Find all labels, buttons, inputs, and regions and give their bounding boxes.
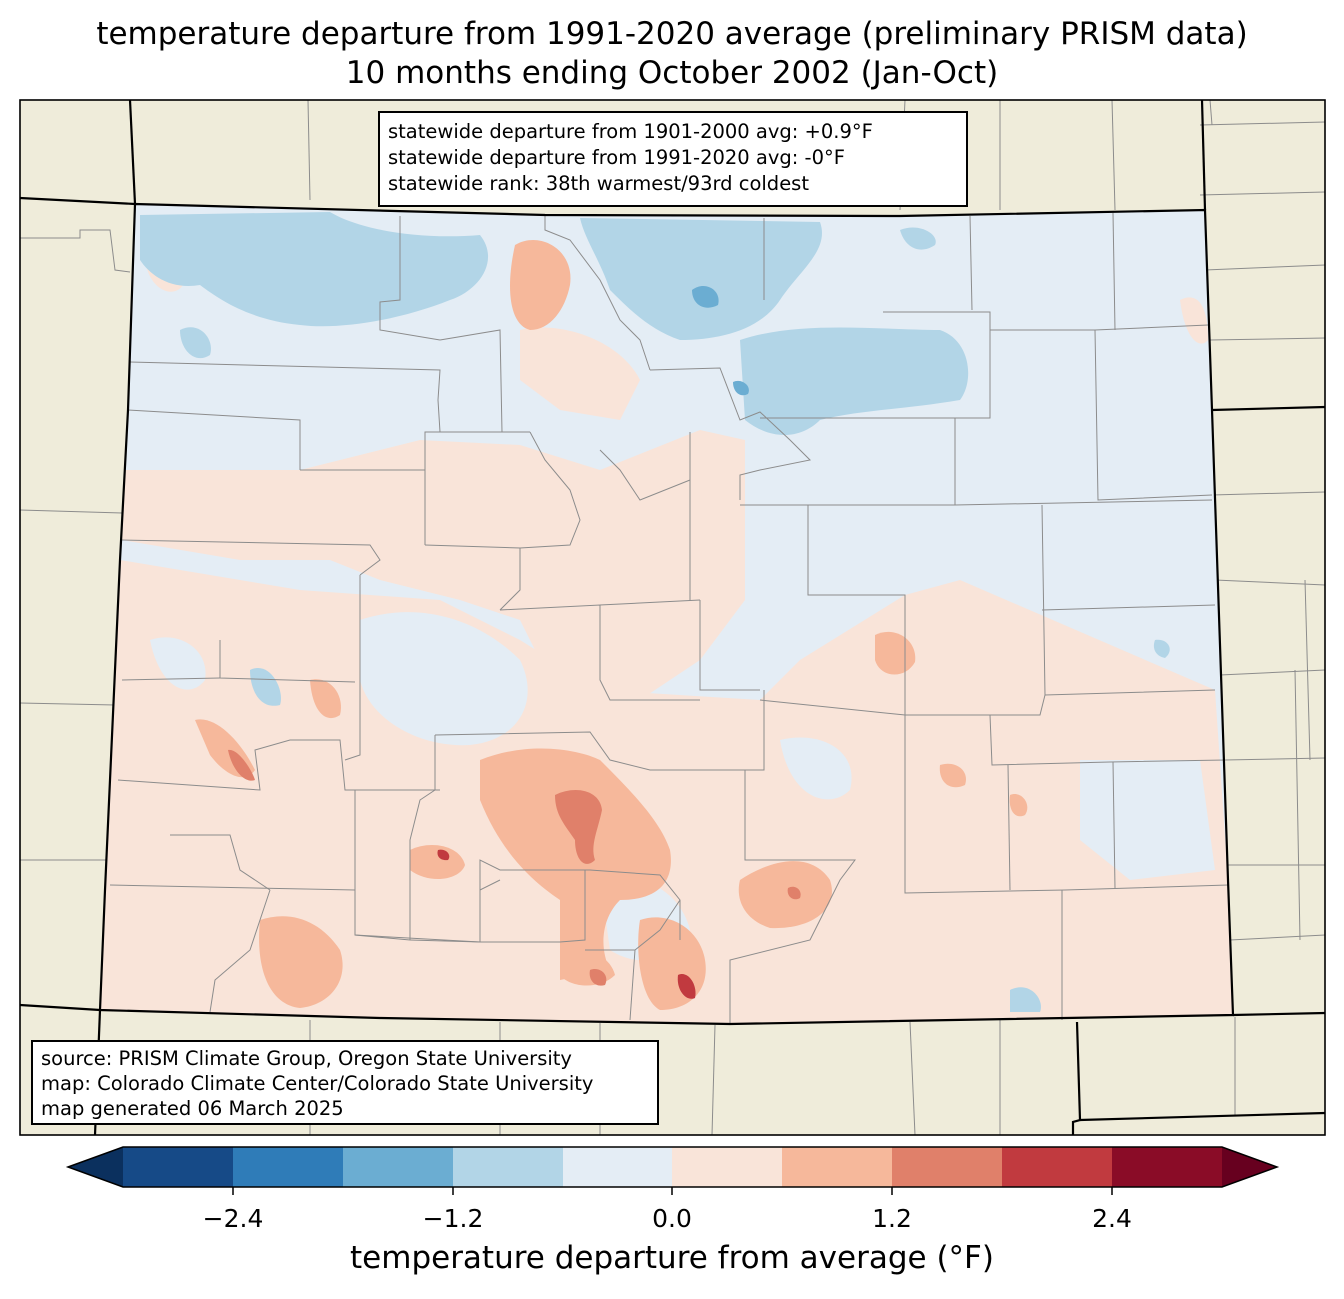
colorbar-bin bbox=[782, 1147, 892, 1187]
map-credit-line: map: Colorado Climate Center/Colorado St… bbox=[41, 1072, 594, 1095]
statewide-stats-box: statewide departure from 1901-2000 avg: … bbox=[378, 111, 968, 207]
map-subtitle: 10 months ending October 2002 (Jan-Oct) bbox=[345, 55, 999, 91]
colorbar-tick-label: −2.4 bbox=[202, 1204, 264, 1233]
generated-date-line: map generated 06 March 2025 bbox=[41, 1097, 344, 1120]
colorbar bbox=[65, 1146, 1280, 1195]
strong-warm-spots bbox=[228, 749, 801, 986]
colorbar-label: temperature departure from average (°F) bbox=[350, 1240, 994, 1276]
colorbar-extend-low bbox=[68, 1147, 123, 1187]
strong-cool-spots bbox=[692, 285, 749, 396]
map-title: temperature departure from 1991-2020 ave… bbox=[96, 16, 1248, 52]
colorbar-bin bbox=[233, 1147, 343, 1187]
colorbar-extend-high bbox=[1222, 1147, 1277, 1187]
colorbar-bin bbox=[453, 1147, 563, 1187]
colorbar-tick-label: 1.2 bbox=[872, 1204, 912, 1233]
map-frame bbox=[19, 99, 1326, 1136]
extreme-warm-spots bbox=[437, 849, 696, 999]
colorbar-bin bbox=[123, 1147, 233, 1187]
colorbar-tick-label: −1.2 bbox=[422, 1204, 484, 1233]
colorbar-bin bbox=[892, 1147, 1002, 1187]
county-lines bbox=[109, 212, 1229, 1024]
colorbar-bin bbox=[1002, 1147, 1112, 1187]
source-box: source: PRISM Climate Group, Oregon Stat… bbox=[31, 1040, 659, 1125]
colorbar-tick-label: 0.0 bbox=[652, 1204, 692, 1233]
stats-rank: statewide rank: 38th warmest/93rd coldes… bbox=[388, 172, 809, 195]
colorbar-bin bbox=[563, 1147, 672, 1187]
colorbar-bin bbox=[1112, 1147, 1222, 1187]
colorbar-bin bbox=[343, 1147, 453, 1187]
colorbar-tick-label: 2.4 bbox=[1092, 1204, 1132, 1233]
colorbar-bin bbox=[672, 1147, 782, 1187]
source-line: source: PRISM Climate Group, Oregon Stat… bbox=[41, 1047, 572, 1070]
colorbar-outline bbox=[65, 1146, 1280, 1188]
stats-departure-1901-2000: statewide departure from 1901-2000 avg: … bbox=[388, 120, 873, 143]
cool-anomaly-regions bbox=[140, 212, 1170, 1012]
stats-departure-1991-2020: statewide departure from 1991-2020 avg: … bbox=[388, 146, 845, 169]
